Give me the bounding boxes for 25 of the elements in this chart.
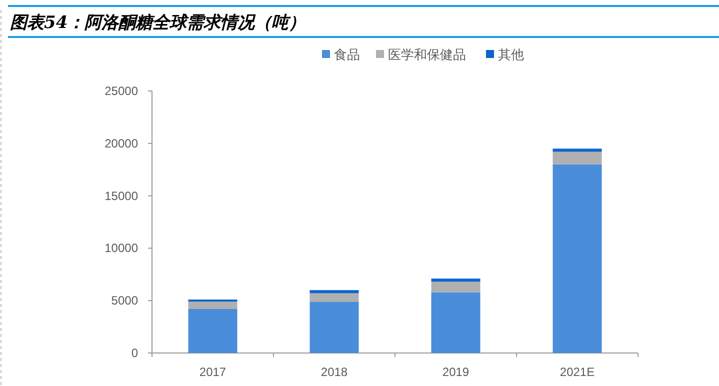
y-tick-label: 5000 xyxy=(111,294,138,308)
bar xyxy=(431,278,480,282)
y-tick-label: 0 xyxy=(131,346,138,360)
bar xyxy=(431,292,480,353)
x-tick-label: 2019 xyxy=(442,365,470,379)
y-tick-label: 10000 xyxy=(104,241,138,256)
x-tick-label: 2018 xyxy=(320,365,348,379)
bar xyxy=(552,164,602,353)
x-tick-label: 2021E xyxy=(560,365,595,379)
legend-label: 食品 xyxy=(334,48,360,63)
y-tick-label: 25000 xyxy=(104,84,138,98)
legend-label: 医学和保健品 xyxy=(388,48,466,63)
bar xyxy=(552,148,602,152)
chart-title: 图表54：阿洛酮糖全球需求情况（吨） xyxy=(10,13,306,33)
bar xyxy=(188,302,238,309)
x-tick-label: 2017 xyxy=(199,365,226,379)
bar xyxy=(552,152,602,164)
legend-label: 其他 xyxy=(498,48,524,63)
y-tick-label: 15000 xyxy=(104,188,138,203)
y-tick-label: 20000 xyxy=(104,136,138,150)
bar xyxy=(310,302,359,353)
bar xyxy=(188,308,238,353)
bar xyxy=(310,293,359,302)
bar xyxy=(431,282,480,292)
bar xyxy=(310,290,359,294)
